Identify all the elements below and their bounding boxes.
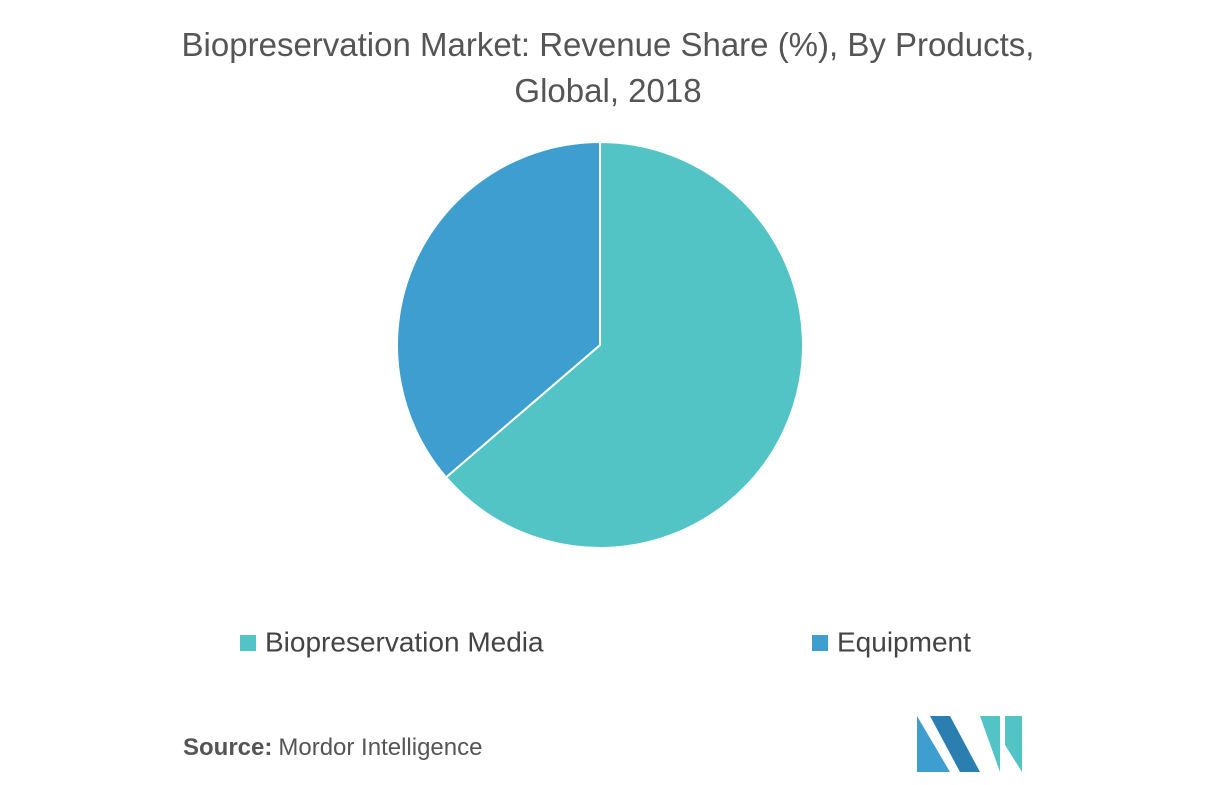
source-name: Mordor Intelligence bbox=[278, 734, 482, 761]
pie-slice bbox=[396, 140, 601, 479]
legend-swatch bbox=[240, 635, 256, 651]
legend-swatch bbox=[812, 635, 828, 651]
source-label: Source: bbox=[183, 734, 272, 761]
legend: Biopreservation Media Equipment bbox=[240, 626, 971, 657]
legend-label: Equipment bbox=[837, 626, 971, 657]
pie bbox=[396, 140, 804, 549]
source: Source: Mordor Intelligence bbox=[183, 734, 482, 761]
legend-label: Biopreservation Media bbox=[265, 626, 544, 657]
logo bbox=[917, 716, 1022, 772]
chart-title: Biopreservation Market: Revenue Share (%… bbox=[181, 26, 1035, 109]
pie-slice bbox=[444, 140, 804, 549]
